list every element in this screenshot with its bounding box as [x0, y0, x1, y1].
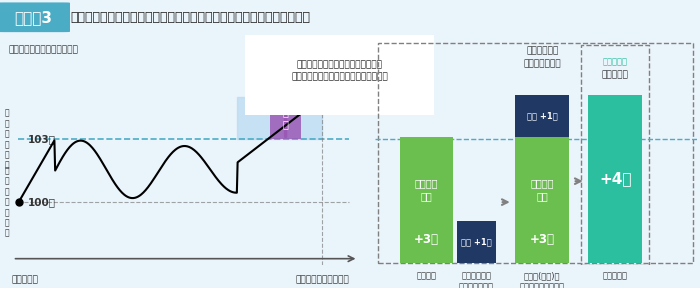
Text: 米ドルの
上昇: 米ドルの 上昇 [414, 178, 438, 201]
Text: ケース3: ケース3 [15, 10, 52, 25]
Text: 米ドルの
上昇: 米ドルの 上昇 [531, 178, 554, 201]
Text: 100円: 100円 [28, 197, 56, 207]
Text: 105円: 105円 [325, 65, 353, 87]
Text: 米ドル（対円）が大幅に上昇し、満期日に権利行使価格を上回った場合: 米ドル（対円）が大幅に上昇し、満期日に権利行使価格を上回った場合 [70, 11, 310, 24]
Text: 上
昇: 上 昇 [283, 107, 288, 129]
Polygon shape [237, 97, 322, 139]
Text: （ご参考）: （ご参考） [603, 57, 628, 66]
Text: 103円: 103円 [28, 134, 56, 144]
Text: 収入 +1円: 収入 +1円 [461, 237, 492, 247]
Text: 収入 +1円: 収入 +1円 [527, 112, 558, 121]
Text: 権
利
行
使
価
格: 権 利 行 使 価 格 [4, 109, 9, 170]
Bar [270, 97, 301, 139]
Text: （ご参考）: （ご参考） [603, 271, 628, 280]
Text: 取引開始日: 取引開始日 [11, 275, 38, 285]
Text: （プレミアム）: （プレミアム） [524, 59, 561, 68]
Text: オプション料
（プレミアム）: オプション料 （プレミアム） [459, 271, 494, 288]
Text: +3円: +3円 [530, 233, 555, 246]
Text: 米ドルの為替レート（対円）: 米ドルの為替レート（対円） [8, 45, 78, 54]
Text: 実質的効果: 実質的効果 [602, 70, 629, 79]
Bar [457, 221, 496, 263]
Text: 損益: 損益 [328, 39, 339, 48]
Text: オプション料: オプション料 [526, 47, 559, 56]
Text: 満期日（権利行使日）: 満期日（権利行使日） [295, 275, 349, 285]
Text: +3円: +3円 [414, 233, 439, 246]
Text: 満期日:: 満期日: [325, 77, 348, 87]
FancyBboxPatch shape [235, 31, 444, 119]
FancyBboxPatch shape [0, 2, 70, 32]
Text: +4円: +4円 [599, 172, 631, 187]
Bar [515, 137, 569, 263]
Bar [515, 95, 569, 137]
Bar [589, 95, 642, 263]
Text: 権利行使価格を上回る米ドルの上昇
（円安）による利益は受け取れません。: 権利行使価格を上回る米ドルの上昇 （円安）による利益は受け取れません。 [291, 60, 388, 82]
Text: 当
初
為
替
レ
ー
ト: 当 初 為 替 レ ー ト [4, 166, 9, 238]
Text: 米ドル(対円)の
カバードコール戦略: 米ドル(対円)の カバードコール戦略 [520, 271, 565, 288]
Text: 為替変動: 為替変動 [416, 271, 436, 280]
Bar [400, 137, 453, 263]
